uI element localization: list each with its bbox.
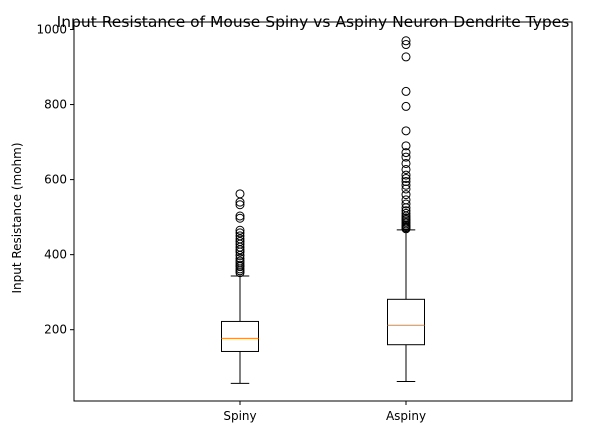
x-tick-label: Spiny bbox=[223, 409, 256, 423]
outlier-point bbox=[401, 195, 411, 205]
outlier-point bbox=[235, 231, 245, 241]
outlier-point bbox=[235, 213, 245, 223]
outlier-point bbox=[235, 234, 245, 244]
plot-area: 200 400 600 800 1000 Spiny Aspiny bbox=[36, 23, 426, 423]
outlier-point bbox=[235, 225, 245, 235]
outlier-point bbox=[401, 86, 411, 96]
outlier-point bbox=[401, 126, 411, 136]
outlier-point bbox=[235, 256, 245, 266]
outlier-point bbox=[401, 176, 411, 186]
outlier-point bbox=[401, 208, 411, 218]
outlier-point bbox=[235, 200, 245, 210]
y-tick-label: 800 bbox=[44, 98, 67, 112]
outlier-point bbox=[235, 237, 245, 247]
outlier-point bbox=[401, 180, 411, 190]
outlier-point bbox=[235, 211, 245, 221]
outlier-point bbox=[401, 158, 411, 168]
outlier-point bbox=[401, 170, 411, 180]
outlier-point bbox=[401, 36, 411, 46]
outlier-point bbox=[235, 253, 245, 263]
y-tick-label: 400 bbox=[44, 248, 67, 262]
outlier-point bbox=[401, 52, 411, 62]
outlier-point bbox=[401, 199, 411, 209]
outlier-point bbox=[235, 228, 245, 238]
outlier-point bbox=[401, 190, 411, 200]
box-spiny bbox=[221, 189, 259, 384]
y-tick-label: 1000 bbox=[36, 23, 67, 37]
outlier-point bbox=[401, 141, 411, 151]
iqr-box bbox=[221, 320, 259, 352]
plot-frame bbox=[73, 21, 573, 402]
outlier-point bbox=[401, 164, 411, 174]
outlier-point bbox=[401, 152, 411, 162]
x-tick-label: Aspiny bbox=[386, 409, 426, 423]
outlier-point bbox=[401, 206, 411, 216]
outlier-point bbox=[235, 189, 245, 199]
y-axis-label: Input Resistance (mohm) bbox=[10, 142, 24, 293]
outlier-point bbox=[235, 260, 245, 270]
iqr-box bbox=[387, 298, 425, 346]
outlier-point bbox=[401, 40, 411, 50]
outlier-point bbox=[401, 173, 411, 183]
outlier-point bbox=[401, 101, 411, 111]
box-aspiny bbox=[387, 36, 425, 382]
y-tick-label: 200 bbox=[44, 323, 67, 337]
outlier-point bbox=[401, 148, 411, 158]
y-tick-label: 600 bbox=[44, 173, 67, 187]
